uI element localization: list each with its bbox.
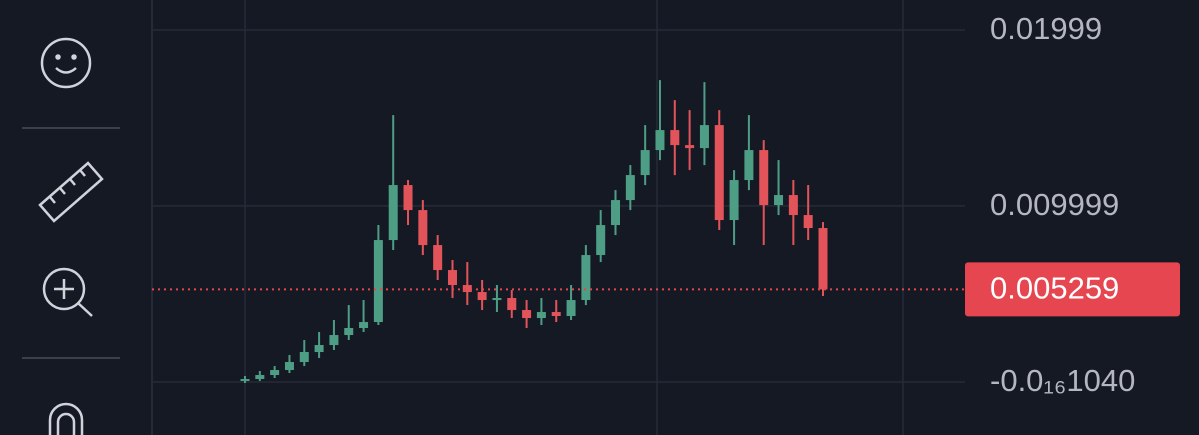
candle-body <box>803 215 813 229</box>
candle-body <box>284 362 294 371</box>
candle-body <box>447 270 457 286</box>
candle-body <box>640 150 650 176</box>
y-tick-label: 0.009999 <box>990 187 1119 222</box>
candle-body <box>581 255 591 301</box>
candle-body <box>299 352 309 363</box>
candle-body <box>403 185 413 211</box>
candle-body <box>625 175 635 201</box>
candle-body <box>774 195 784 206</box>
zoom-tool[interactable] <box>42 267 93 317</box>
last-price-label: 0.005259 <box>990 271 1119 306</box>
candle-body <box>462 285 472 293</box>
candle-body <box>714 125 724 221</box>
candle-body <box>373 240 383 323</box>
candle-body <box>507 298 517 311</box>
candle-body <box>655 130 665 151</box>
candle-body <box>551 312 561 317</box>
candle-body <box>329 335 339 346</box>
candle-body <box>611 200 621 226</box>
last-price-box <box>965 262 1180 317</box>
candle-body <box>270 370 280 376</box>
candle-body <box>566 300 576 317</box>
toolbar <box>0 0 135 435</box>
candle-body <box>818 228 828 290</box>
candle-body <box>670 130 680 146</box>
candle-body <box>522 310 532 319</box>
candle-body <box>788 195 798 216</box>
candle-body <box>685 145 695 149</box>
candle-body <box>536 312 546 319</box>
candle-body <box>359 322 369 329</box>
candle-body <box>759 150 769 206</box>
candle-body <box>596 225 606 256</box>
candle-body <box>240 379 250 382</box>
candle-body <box>699 125 709 149</box>
plot: 0.01999 0.009999 -0.0₁₆1040 0.005259 <box>152 11 1180 398</box>
candle-body <box>344 328 354 336</box>
candle-body <box>314 345 324 353</box>
magnet-tool[interactable] <box>48 402 84 435</box>
emoji-tool[interactable] <box>40 37 92 89</box>
y-tick-label: -0.0₁₆1040 <box>990 363 1135 398</box>
candle-body <box>729 180 739 221</box>
candle-body <box>492 298 502 301</box>
candle-body <box>255 375 265 380</box>
candle-body <box>477 292 487 301</box>
candle-body <box>433 245 443 271</box>
ruler-tool[interactable] <box>38 161 104 223</box>
candle-body <box>418 210 428 246</box>
candle-body <box>388 185 398 241</box>
y-tick-label: 0.01999 <box>990 11 1102 46</box>
candle-body <box>744 150 754 181</box>
